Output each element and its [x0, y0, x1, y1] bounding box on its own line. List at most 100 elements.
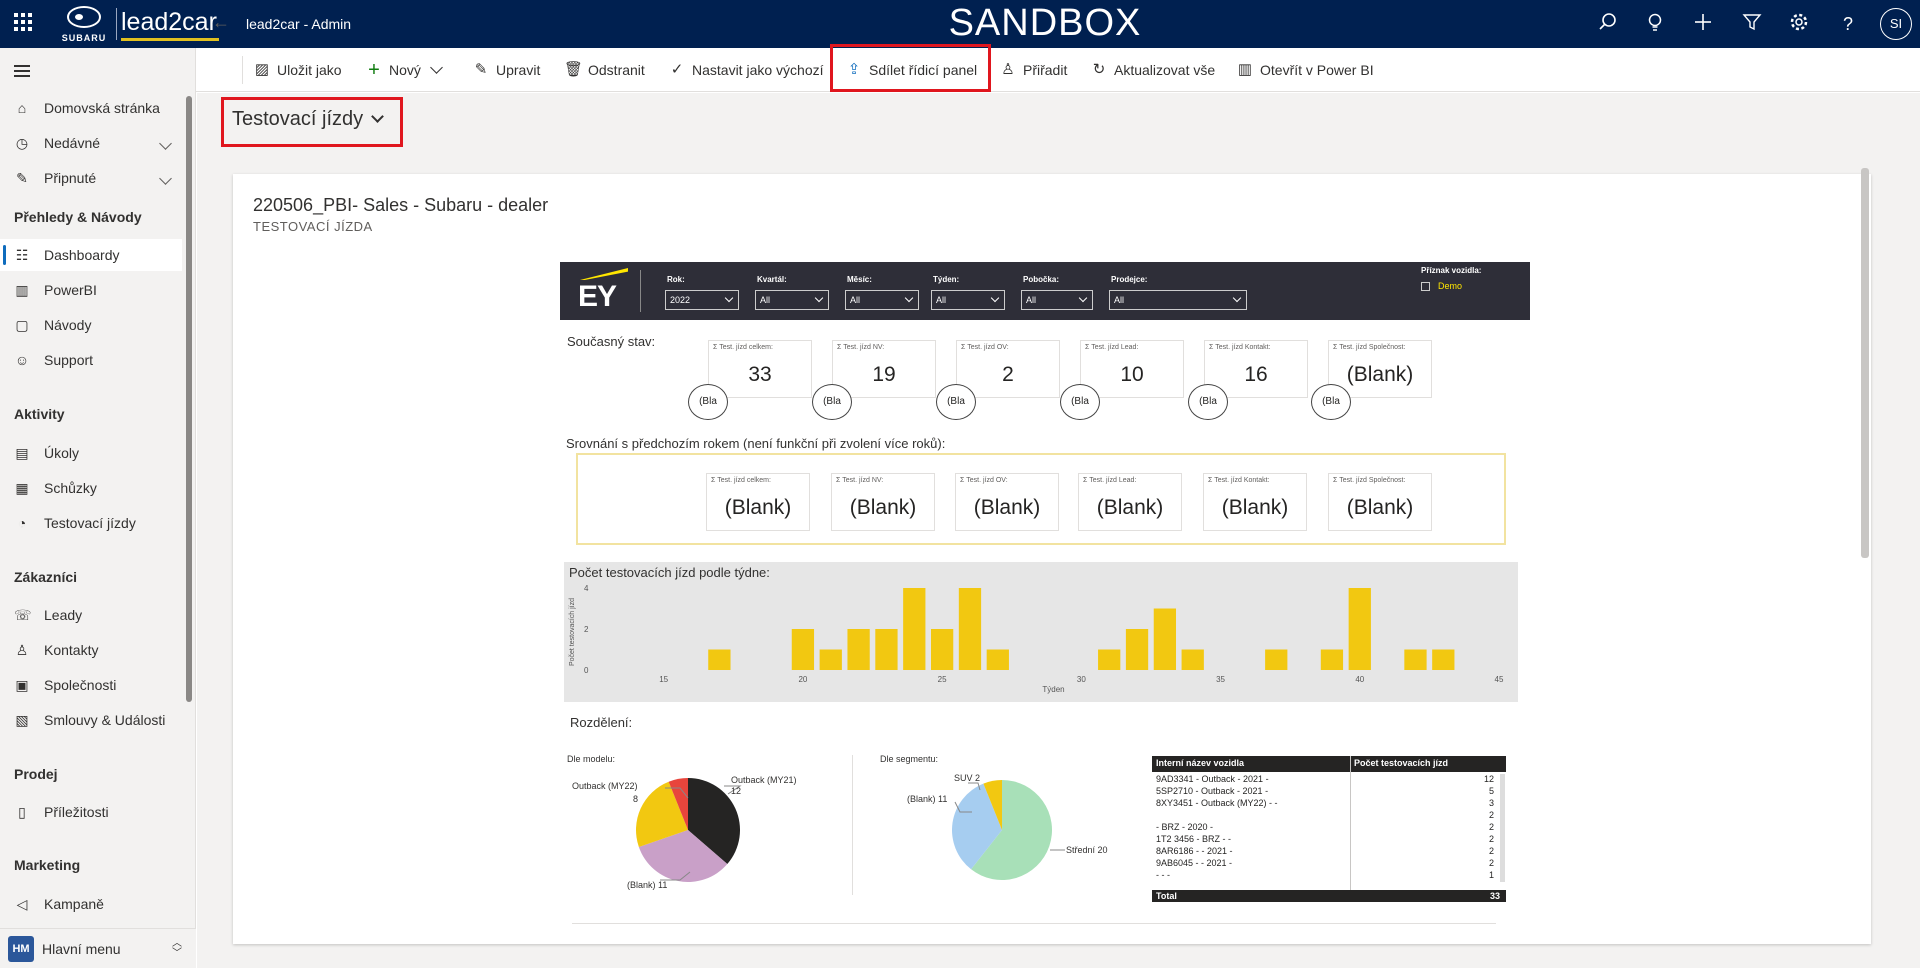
vehicle-table[interactable]: Interní název vozidla Počet testovacích … [1152, 756, 1506, 902]
chevron-down-icon[interactable] [159, 172, 172, 185]
pie-slice[interactable] [668, 778, 688, 830]
open-powerbi-button[interactable]: ▥ Otevřít v Power BI [1237, 61, 1374, 78]
table-scrollbar[interactable] [1500, 774, 1505, 882]
sidebar-item-contacts[interactable]: ♙ Kontakty [15, 642, 99, 658]
kpi-card[interactable]: Σ Test. jízd Kontakt: 16 [1204, 340, 1308, 398]
refresh-all-button[interactable]: ↻ Aktualizovat vše [1090, 48, 1215, 92]
chart-bar[interactable] [1404, 649, 1427, 671]
kpi-card[interactable]: Σ Test. jízd NV: (Blank) [831, 473, 935, 531]
pie-slice[interactable] [983, 780, 1002, 830]
filter-icon[interactable] [1740, 12, 1764, 36]
filter-seller-select[interactable]: All [1109, 290, 1247, 310]
chart-bar[interactable] [958, 588, 982, 670]
chart-bar[interactable] [791, 629, 815, 670]
kpi-card[interactable]: Σ Test. jízd celkem: 33 [708, 340, 812, 398]
chart-bar[interactable] [847, 629, 870, 670]
sidebar-item-opportunities[interactable]: ▯ Příležitosti [0, 796, 182, 828]
sidebar-item-guides[interactable]: ▢ Návody [15, 317, 92, 333]
table-row[interactable]: 9AD3341 - Outback - 2021 -12 [1156, 774, 1494, 784]
chart-bar[interactable] [1320, 649, 1344, 671]
app-title[interactable]: lead2car - Admin [246, 16, 352, 32]
kpi-card[interactable]: Σ Test. jízd Společnost: (Blank) [1328, 473, 1432, 531]
kpi-card[interactable]: Σ Test. jízd NV: 19 [832, 340, 936, 398]
lightbulb-icon[interactable] [1643, 12, 1667, 36]
report-scrollbar[interactable] [1861, 168, 1869, 558]
sidebar-item-test-drives[interactable]: ◔ Testovací jízdy [0, 507, 182, 539]
chart-bar[interactable] [708, 649, 731, 671]
save-as-button[interactable]: ▨ Uložit jako [254, 61, 342, 78]
sidebar-item-tasks[interactable]: ▤ Úkoly [15, 445, 80, 461]
filter-branch-select[interactable]: All [1021, 290, 1093, 310]
sidebar-item-pinned[interactable]: ✎ Připnuté [0, 162, 182, 194]
gear-icon[interactable] [1787, 12, 1811, 36]
demo-checkbox[interactable] [1421, 282, 1430, 291]
column-header[interactable]: Počet testovacích jízd [1354, 758, 1449, 768]
pie-slice[interactable] [688, 778, 740, 865]
table-row[interactable]: 8XY3451 - Outback (MY22) - -3 [1156, 798, 1494, 808]
pie-slice[interactable] [952, 783, 1002, 870]
share-dashboard-button[interactable]: ⇪ Sdílet řídicí panel [845, 48, 977, 92]
column-header[interactable]: Interní název vozidla [1156, 758, 1245, 768]
model-pie-chart[interactable] [636, 778, 740, 882]
chart-bar[interactable] [1181, 649, 1204, 671]
edit-button[interactable]: ✎ Upravit [472, 48, 541, 92]
chart-bar[interactable] [1265, 649, 1288, 671]
assign-button[interactable]: ♙ Přiřadit [999, 48, 1067, 92]
sidebar-item-campaigns[interactable]: ◁ Kampaně [0, 888, 182, 920]
kpi-card[interactable]: Σ Test. jízd Lead: (Blank) [1078, 473, 1182, 531]
chart-bar[interactable] [1432, 649, 1455, 671]
sidebar-item-home[interactable]: ⌂ Domovská stránka [0, 92, 182, 124]
sidebar-item-recent[interactable]: ◷ Nedávné [0, 127, 182, 159]
delete-button[interactable]: 🗑 Odstranit [564, 61, 645, 78]
table-row[interactable]: - - -1 [1156, 870, 1494, 880]
set-default-button[interactable]: ✓ Nastavit jako výchozí [668, 48, 824, 92]
chart-bar[interactable] [1125, 629, 1149, 670]
kpi-card[interactable]: Σ Test. jízd Společnost: (Blank) [1328, 340, 1432, 398]
filter-month-select[interactable]: All [845, 290, 919, 310]
chart-bar[interactable] [903, 588, 926, 670]
filter-week-select[interactable]: All [931, 290, 1005, 310]
table-row[interactable]: 8AR6186 - - 2021 -2 [1156, 846, 1494, 856]
table-row[interactable]: 1T2 3456 - BRZ - -2 [1156, 834, 1494, 844]
segment-pie-chart[interactable] [952, 780, 1052, 880]
chart-bar[interactable] [1098, 649, 1121, 671]
report-title[interactable]: 220506_PBI- Sales - Subaru - dealer [253, 195, 549, 215]
sidebar-item-leads[interactable]: ☏ Leady [14, 607, 83, 623]
kpi-card[interactable]: Σ Test. jízd celkem: (Blank) [706, 473, 810, 531]
app-launcher-icon[interactable] [14, 13, 32, 31]
pie-slice[interactable] [636, 781, 688, 848]
kpi-card[interactable]: Σ Test. jízd Lead: 10 [1080, 340, 1184, 398]
help-icon[interactable]: ? [1842, 14, 1853, 34]
new-dropdown-chevron-icon[interactable] [430, 48, 452, 92]
sidebar-item-companies[interactable]: ▣ Společnosti [15, 677, 117, 693]
pie-slice[interactable] [971, 780, 1052, 880]
kpi-card[interactable]: Σ Test. jízd Kontakt: (Blank) [1203, 473, 1307, 531]
filter-quarter-select[interactable]: All [755, 290, 829, 310]
chart-bar[interactable] [819, 649, 842, 671]
filter-year-select[interactable]: 2022 [665, 290, 739, 310]
dashboard-selector[interactable]: Testovací jízdy [232, 108, 385, 131]
sidebar-item-support[interactable]: ☺ Support [14, 352, 94, 368]
weekly-bar-chart[interactable]: 0 2 4 15 20 25 30 35 40 45 Týden Počet testovacích … [564, 580, 1518, 704]
sidebar-item-powerbi[interactable]: ▥ PowerBI [15, 282, 97, 298]
chart-bar[interactable] [930, 629, 954, 670]
sidebar-item-contracts[interactable]: ▧ Smlouvy & Události [15, 712, 166, 728]
chevron-down-icon[interactable] [159, 137, 172, 150]
table-row[interactable]: 9AB6045 - - 2021 -2 [1156, 858, 1494, 868]
back-arrow-icon[interactable]: ← [212, 12, 230, 32]
sidebar-scrollbar[interactable] [186, 96, 192, 702]
area-switcher[interactable]: HM Hlavní menu ︿ ﹀ [0, 928, 196, 968]
table-row[interactable]: 2 [1488, 810, 1494, 820]
sidebar-item-meetings[interactable]: ▦ Schůzky [15, 480, 97, 496]
kpi-card[interactable]: Σ Test. jízd OV: (Blank) [955, 473, 1059, 531]
pie-slice[interactable] [638, 830, 728, 882]
hamburger-menu-icon[interactable] [14, 65, 30, 77]
plus-icon[interactable] [1691, 12, 1715, 36]
chart-bar[interactable] [875, 629, 898, 670]
table-row[interactable]: 5SP2710 - Outback - 2021 -5 [1156, 786, 1494, 796]
chart-bar[interactable] [1348, 588, 1371, 670]
search-icon[interactable] [1596, 12, 1620, 36]
table-row[interactable]: - BRZ - 2020 -2 [1156, 822, 1494, 832]
new-button[interactable]: + Nový [365, 48, 421, 92]
chart-bar[interactable] [1153, 608, 1177, 671]
